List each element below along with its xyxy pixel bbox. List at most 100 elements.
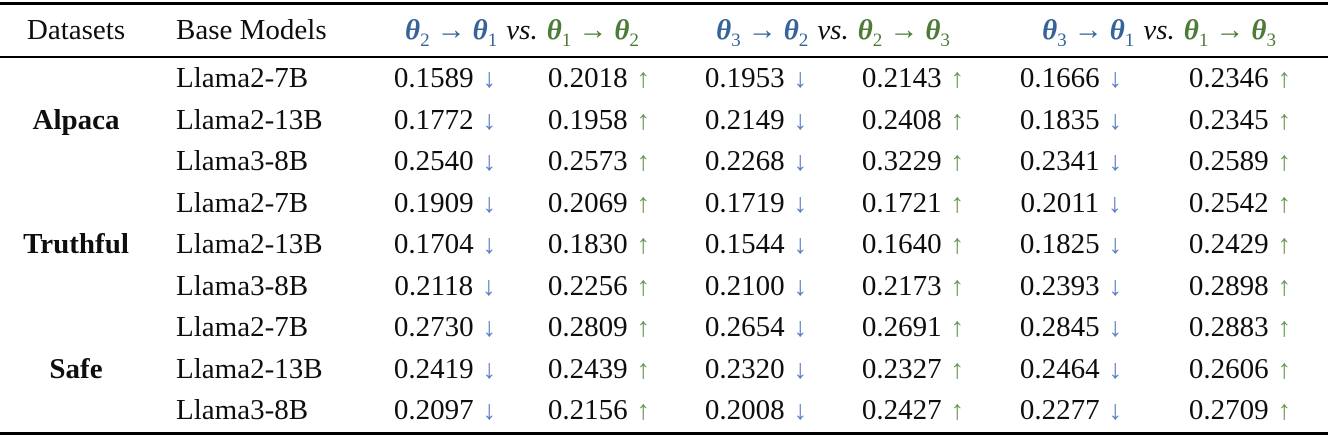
theta-symbol: θ xyxy=(925,14,941,46)
up-arrow-icon: ↑ xyxy=(1277,395,1292,426)
metric-value: 0.1640 xyxy=(861,228,942,261)
value-cell: 0.1909 ↓ xyxy=(368,183,522,225)
down-arrow-icon: ↓ xyxy=(793,146,808,177)
theta-transition-3-to-1: θ3 → θ1 xyxy=(1042,14,1134,50)
column-group-header-2: θ3 → θ2 vs. θ2 → θ3 xyxy=(676,3,991,58)
metric-value: 0.2346 xyxy=(1188,62,1269,95)
value-cell: 0.2018 ↑ xyxy=(522,57,676,100)
down-arrow-icon: ↓ xyxy=(482,312,497,343)
down-arrow-icon: ↓ xyxy=(1108,229,1123,260)
theta-subscript: 1 xyxy=(1124,29,1135,51)
value-cell: 0.2327 ↑ xyxy=(836,349,990,391)
header-row: Datasets Base Models θ2 → θ1 vs. θ1 → θ2 θ3 → θ2… xyxy=(0,3,1328,58)
value-cell: 0.1640 ↑ xyxy=(836,224,990,266)
theta-symbol: θ xyxy=(405,14,421,46)
value-cell: 0.1589 ↓ xyxy=(368,57,522,100)
theta-subscript: 2 xyxy=(420,29,430,51)
value-cell: 0.1835 ↓ xyxy=(990,100,1152,142)
up-arrow-icon: ↑ xyxy=(950,104,965,135)
down-arrow-icon: ↓ xyxy=(793,229,808,260)
metric-value: 0.2149 xyxy=(704,103,785,136)
value-cell: 0.2540 ↓ xyxy=(368,141,522,183)
down-arrow-icon: ↓ xyxy=(482,395,497,426)
value-cell: 0.2097 ↓ xyxy=(368,390,522,433)
base-model-label: Llama3-8B xyxy=(176,269,309,302)
down-arrow-icon: ↓ xyxy=(482,63,497,94)
down-arrow-icon: ↓ xyxy=(793,63,808,94)
base-model-label: Llama2-7B xyxy=(176,186,309,219)
right-arrow-icon: → xyxy=(889,14,919,46)
up-arrow-icon: ↑ xyxy=(950,146,965,177)
value-cell: 0.2393 ↓ xyxy=(990,266,1152,308)
value-cell: 0.2589 ↑ xyxy=(1152,141,1328,183)
value-cell: 0.2011 ↓ xyxy=(990,183,1152,225)
value-cell: 0.2809 ↑ xyxy=(522,307,676,349)
metric-value: 0.3229 xyxy=(861,145,942,178)
metric-value: 0.2408 xyxy=(861,103,942,136)
metric-value: 0.2883 xyxy=(1188,311,1269,344)
metric-value: 0.2898 xyxy=(1188,269,1269,302)
right-arrow-icon: → xyxy=(747,14,777,46)
metric-value: 0.2320 xyxy=(704,352,785,385)
down-arrow-icon: ↓ xyxy=(1108,63,1123,94)
metric-value: 0.2069 xyxy=(547,186,628,219)
paper-table: Datasets Base Models θ2 → θ1 vs. θ1 → θ2 θ3 → θ2… xyxy=(0,2,1328,435)
metric-value: 0.2419 xyxy=(393,352,474,385)
column-header-base-models: Base Models xyxy=(152,3,368,58)
theta-transition-2-to-1: θ2 → θ1 xyxy=(405,14,497,50)
metric-value: 0.2268 xyxy=(704,145,785,178)
value-cell: 0.2730 ↓ xyxy=(368,307,522,349)
value-cell: 0.2898 ↑ xyxy=(1152,266,1328,308)
up-arrow-icon: ↑ xyxy=(636,395,651,426)
up-arrow-icon: ↑ xyxy=(636,270,651,301)
down-arrow-icon: ↓ xyxy=(793,104,808,135)
up-arrow-icon: ↑ xyxy=(636,63,651,94)
theta-symbol: θ xyxy=(1042,14,1058,46)
table-row: Safe Llama2-7B 0.2730 ↓ 0.2809 ↑ 0.2654 ↓ 0.2691… xyxy=(0,307,1328,384)
right-arrow-icon: → xyxy=(1215,14,1245,46)
value-cell: 0.2341 ↓ xyxy=(990,141,1152,183)
theta-transition-3-to-2: θ3 → θ2 xyxy=(716,14,808,50)
metric-value: 0.2429 xyxy=(1188,228,1269,261)
down-arrow-icon: ↓ xyxy=(482,229,497,260)
metric-value: 0.2464 xyxy=(1019,352,1100,385)
up-arrow-icon: ↑ xyxy=(950,229,965,260)
value-cell: 0.2268 ↓ xyxy=(676,141,836,183)
metric-value: 0.2143 xyxy=(861,62,942,95)
metric-value: 0.1830 xyxy=(547,228,628,261)
value-cell: 0.1704 ↓ xyxy=(368,224,522,266)
table-row: Truthful Llama2-7B 0.1909 ↓ 0.2069 ↑ 0.1719 ↓ 0.… xyxy=(0,183,1328,258)
value-cell: 0.2691 ↑ xyxy=(836,307,990,349)
value-cell: 0.2845 ↓ xyxy=(990,307,1152,349)
metric-value: 0.2393 xyxy=(1019,269,1100,302)
down-arrow-icon: ↓ xyxy=(1108,395,1123,426)
metric-value: 0.2100 xyxy=(704,269,785,302)
vs-label: vs. xyxy=(817,14,849,46)
table-header: Datasets Base Models θ2 → θ1 vs. θ1 → θ2 θ3 → θ2… xyxy=(0,3,1328,58)
dataset-label: Alpaca xyxy=(32,103,120,136)
metric-value: 0.2277 xyxy=(1019,394,1100,427)
metric-value: 0.1835 xyxy=(1019,103,1100,136)
metric-value: 0.2345 xyxy=(1188,103,1269,136)
table-row: Llama2-13B 0.2419 ↓ 0.2439 ↑ 0.2320 ↓ 0.2327 ↑ 0.… xyxy=(0,349,1328,391)
up-arrow-icon: ↑ xyxy=(636,229,651,260)
theta-transition-1-to-3: θ1 → θ3 xyxy=(1183,14,1276,50)
metric-value: 0.1909 xyxy=(393,186,474,219)
column-header-datasets: Datasets xyxy=(0,3,152,58)
value-cell: 0.2709 ↑ xyxy=(1152,390,1328,433)
up-arrow-icon: ↑ xyxy=(950,63,965,94)
value-cell: 0.1825 ↓ xyxy=(990,224,1152,266)
theta-symbol: θ xyxy=(1183,14,1199,46)
table-row: Llama3-8B 0.2118 ↓ 0.2256 ↑ 0.2100 ↓ 0.2173 ↑ 0.2… xyxy=(0,266,1328,308)
theta-transition-2-to-3: θ2 → θ3 xyxy=(858,14,950,50)
up-arrow-icon: ↑ xyxy=(950,312,965,343)
table-row: Llama3-8B 0.2097 ↓ 0.2156 ↑ 0.2008 ↓ 0.2427 ↑ 0.2… xyxy=(0,390,1328,433)
down-arrow-icon: ↓ xyxy=(793,270,808,301)
theta-subscript: 1 xyxy=(487,29,498,51)
value-cell: 0.1958 ↑ xyxy=(522,100,676,142)
metric-value: 0.2341 xyxy=(1019,145,1100,178)
value-cell: 0.2464 ↓ xyxy=(990,349,1152,391)
down-arrow-icon: ↓ xyxy=(793,312,808,343)
value-cell: 0.1830 ↑ xyxy=(522,224,676,266)
up-arrow-icon: ↑ xyxy=(950,395,965,426)
